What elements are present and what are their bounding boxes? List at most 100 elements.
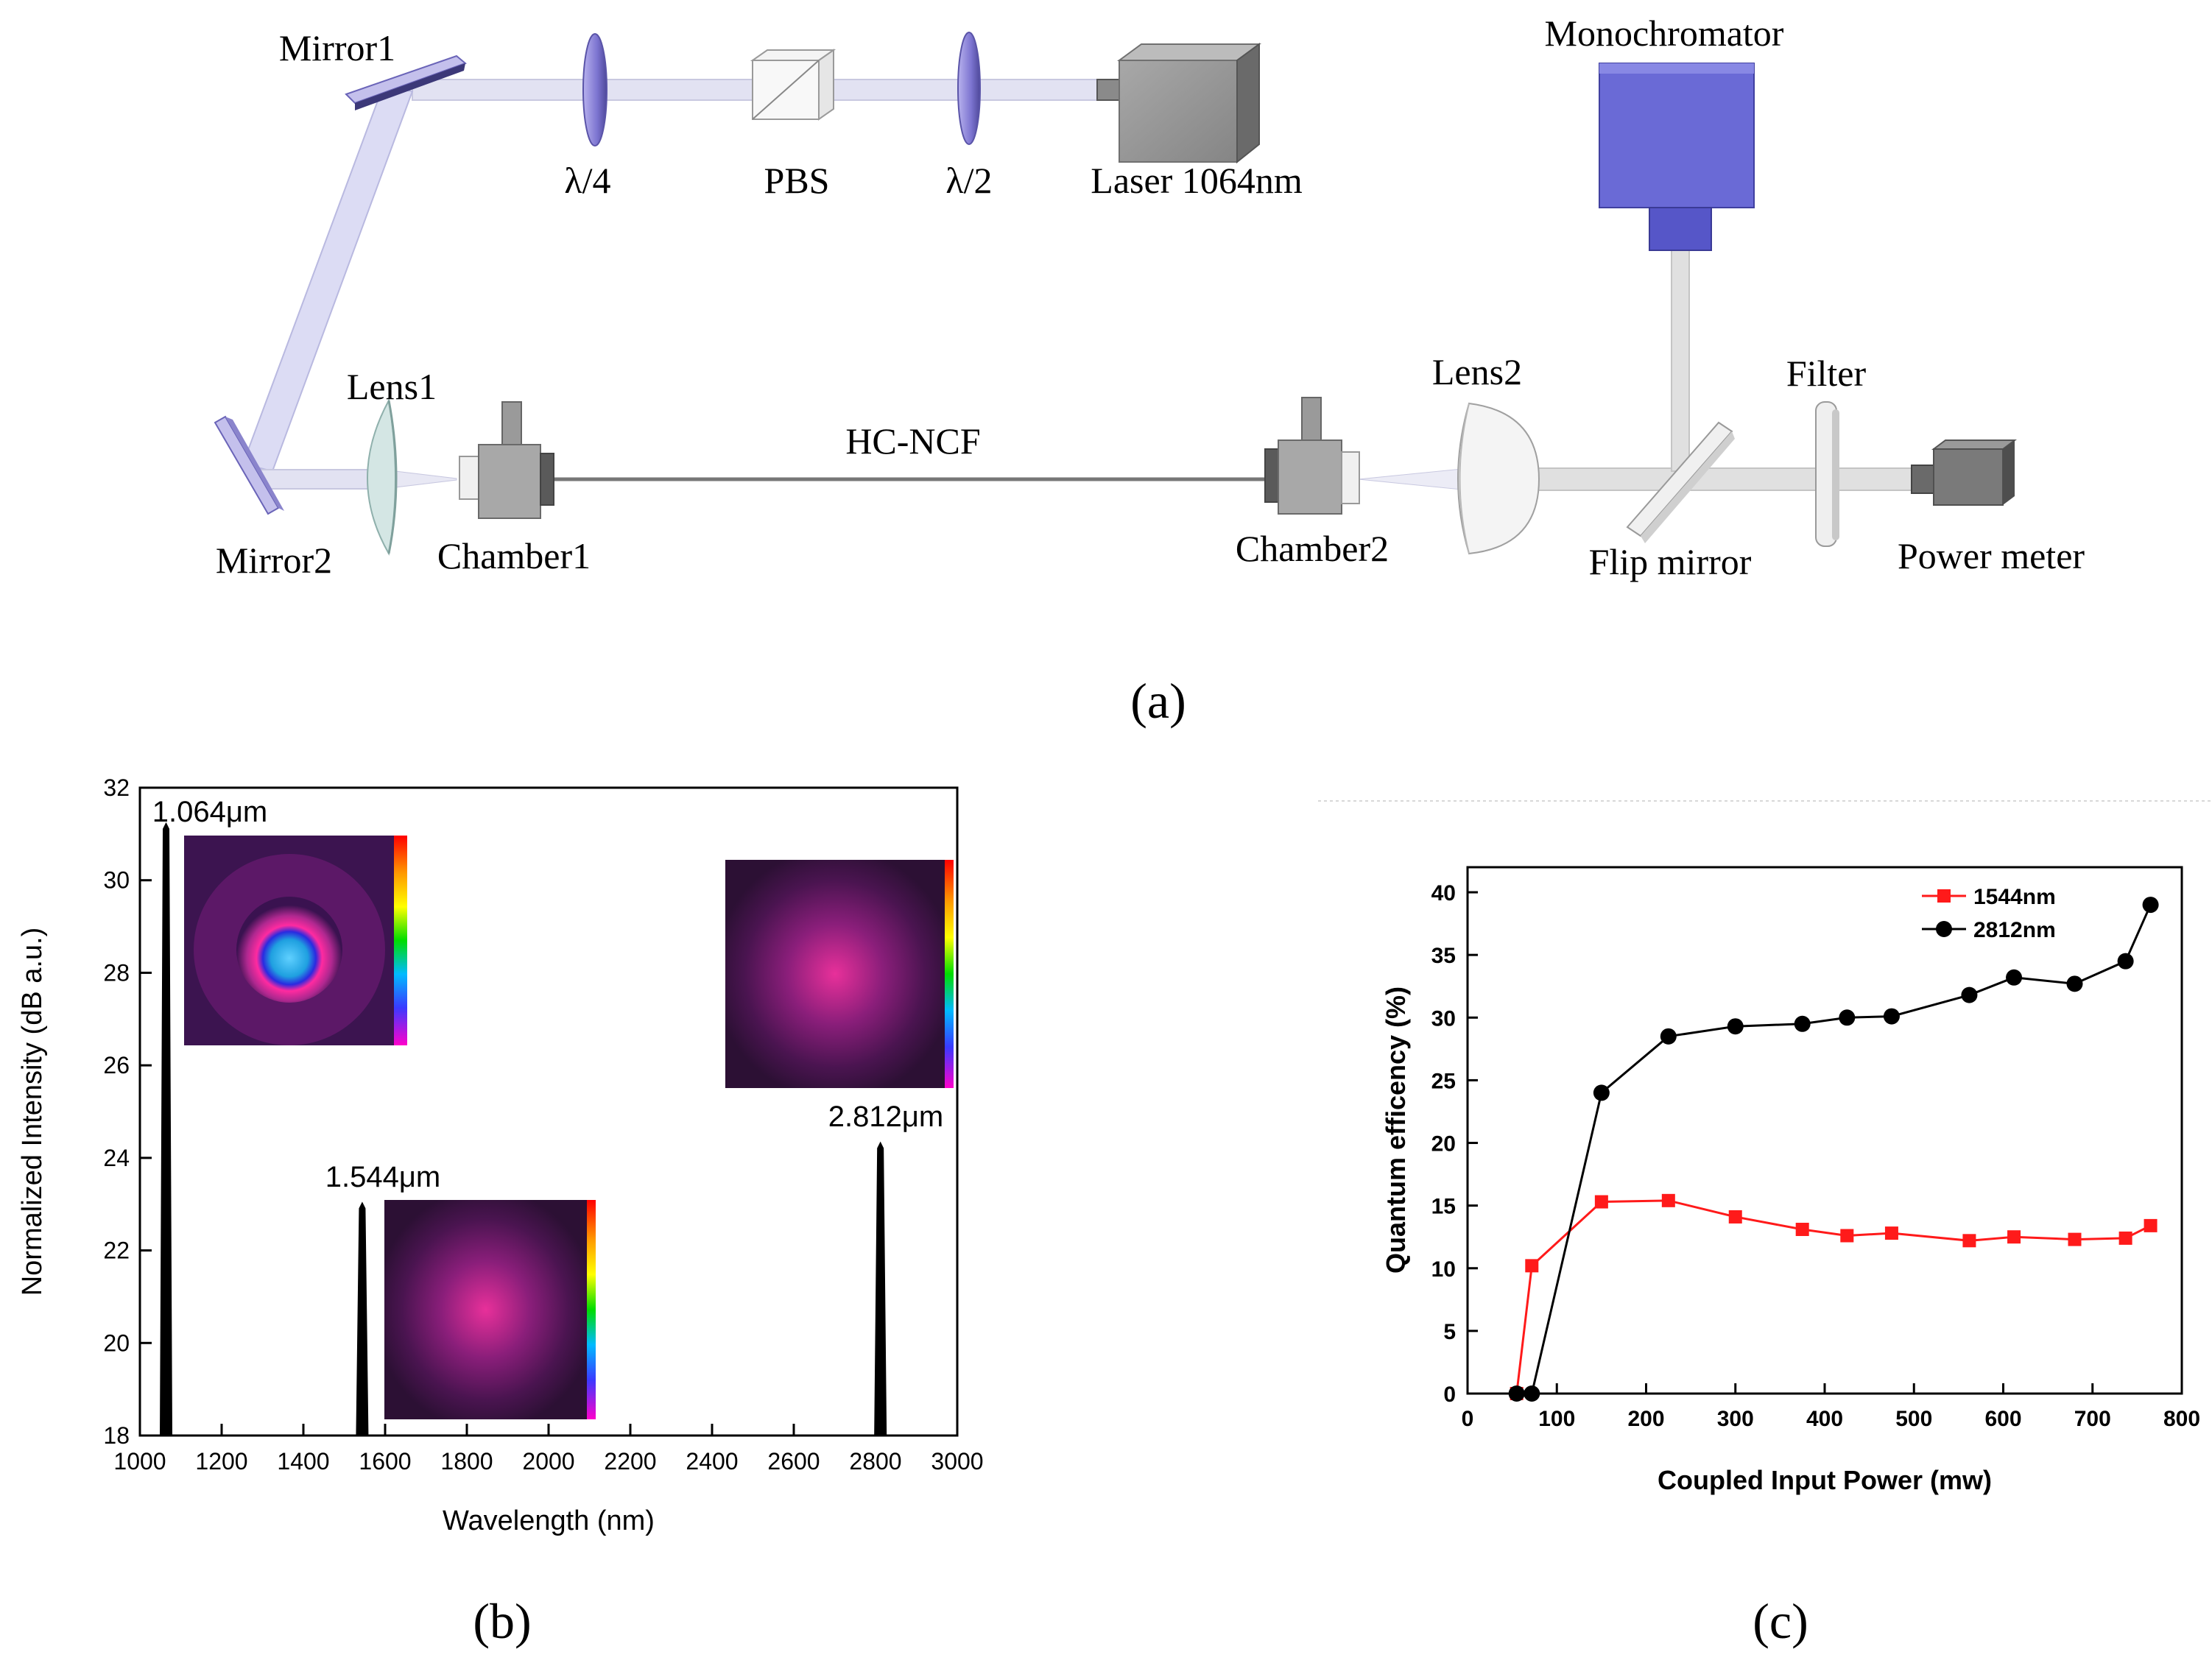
monochromator-device <box>1599 63 1755 251</box>
label-chamber2: Chamber2 <box>1236 528 1389 569</box>
c-point-1544nm <box>1840 1229 1854 1243</box>
c-xtick-label: 800 <box>2163 1407 2200 1431</box>
b-ytick-label: 28 <box>103 959 130 986</box>
c-ytick-label: 25 <box>1431 1069 1456 1093</box>
c-point-1544nm <box>1962 1234 1976 1248</box>
quarter-wave-plate <box>582 33 607 146</box>
b-ytick-label: 18 <box>103 1422 130 1449</box>
chart-c-series <box>1508 897 2159 1402</box>
label-hc-ncf: HC-NCF <box>845 420 980 462</box>
caption-a: (a) <box>1130 673 1186 729</box>
c-point-2812nm <box>2142 897 2159 914</box>
label-mirror1: Mirror1 <box>279 27 395 68</box>
peak-label-1064: 1.064μm <box>152 796 267 828</box>
label-half-wave: λ/2 <box>945 160 992 201</box>
legend-label-2812: 2812nm <box>1973 918 2056 942</box>
b-ytick-label: 26 <box>103 1052 130 1078</box>
b-xtick-label: 1400 <box>277 1448 329 1475</box>
label-monochromator: Monochromator <box>1545 13 1784 54</box>
c-xtick-label: 400 <box>1806 1407 1843 1431</box>
c-point-1544nm <box>2144 1218 2158 1232</box>
c-point-1544nm <box>2118 1231 2132 1245</box>
beam-mirror2-lens1 <box>253 469 384 490</box>
filter <box>1815 401 1839 547</box>
c-point-1544nm <box>1795 1222 1809 1236</box>
b-ytick-label: 24 <box>103 1145 130 1171</box>
b-ytick-label: 32 <box>103 774 130 801</box>
mirror1 <box>345 54 467 110</box>
c-xtick-label: 500 <box>1895 1407 1932 1431</box>
mode-image-1064 <box>184 836 407 1045</box>
chart-b-peaks <box>160 822 887 1437</box>
c-point-2812nm <box>1660 1028 1677 1045</box>
c-point-2812nm <box>1794 1015 1811 1032</box>
caption-c: (c) <box>1753 1593 1808 1649</box>
label-chamber1: Chamber1 <box>437 535 591 576</box>
c-point-2812nm <box>1883 1008 1900 1025</box>
c-point-1544nm <box>1884 1226 1898 1240</box>
label-lens2: Lens2 <box>1432 351 1522 392</box>
caption-b: (b) <box>473 1593 531 1649</box>
laser-1064nm-source <box>1096 43 1262 164</box>
c-xtick-label: 100 <box>1538 1407 1575 1431</box>
chart-c-legend: 1544nm 2812nm <box>1922 885 2056 942</box>
label-lens1: Lens1 <box>347 366 437 407</box>
power-meter <box>1911 439 2017 506</box>
c-ytick-label: 40 <box>1431 881 1456 905</box>
c-ytick-label: 15 <box>1431 1195 1456 1219</box>
label-quarter-wave: λ/4 <box>564 160 610 201</box>
b-peak-mark <box>356 1201 369 1437</box>
b-ytick-label: 22 <box>103 1237 130 1264</box>
c-point-1544nm <box>2007 1230 2021 1244</box>
lens1 <box>367 398 398 556</box>
chamber1 <box>459 401 554 519</box>
b-peak-mark <box>160 822 173 1437</box>
b-xtick-label: 2800 <box>849 1448 901 1475</box>
c-xtick-label: 200 <box>1627 1407 1664 1431</box>
label-flip-mirror: Flip mirror <box>1589 541 1752 582</box>
beam-focus-2 <box>1358 467 1470 491</box>
c-xtick-label: 0 <box>1462 1407 1474 1431</box>
c-point-1544nm <box>1728 1210 1742 1224</box>
c-series-line <box>1515 1199 2152 1394</box>
c-ytick-label: 10 <box>1431 1257 1456 1282</box>
chart-b-xlabel: Wavelength (nm) <box>443 1505 655 1536</box>
chart-b-ylabel: Normalized Intensity (dB a.u.) <box>17 928 48 1296</box>
legend-marker-1544 <box>1937 889 1951 903</box>
c-ytick-label: 5 <box>1443 1320 1456 1344</box>
half-wave-plate <box>957 32 981 145</box>
c-point-2812nm <box>1839 1009 1856 1026</box>
c-xtick-label: 600 <box>1984 1407 2021 1431</box>
chart-c-frame <box>1466 866 2183 1395</box>
panel-a-setup-diagram: Mirror1 λ/4 PBS λ/2 Laser 1064nm Monochr… <box>214 13 2085 729</box>
panel-b-spectrum-chart: 1000 1200 1400 1600 1800 2000 2200 2400 2600 2800… <box>17 774 984 1649</box>
pbs-cube <box>750 49 836 121</box>
c-xtick-label: 300 <box>1717 1407 1754 1431</box>
flip-mirror <box>1626 421 1735 543</box>
label-filter: Filter <box>1786 353 1867 394</box>
c-point-2812nm <box>1593 1084 1610 1101</box>
b-xtick-label: 2000 <box>522 1448 574 1475</box>
chart-c-xlabel: Coupled Input Power (mw) <box>1658 1465 1992 1495</box>
chart-c-ylabel: Quantum efficency (%) <box>1381 986 1411 1274</box>
c-xtick-label: 700 <box>2074 1407 2111 1431</box>
label-power-meter: Power meter <box>1898 535 2085 576</box>
mode-image-1544 <box>384 1200 596 1419</box>
c-point-1544nm <box>2068 1232 2082 1246</box>
peak-label-1544: 1.544μm <box>325 1161 440 1193</box>
b-peak-mark <box>874 1141 887 1437</box>
b-xtick-label: 3000 <box>931 1448 983 1475</box>
chart-c-ticks: 0 100 200 300 400 500 600 700 800 0 5 10 15 20 25 30 35 4… <box>1431 881 2200 1431</box>
chamber2 <box>1264 397 1360 515</box>
b-xtick-label: 1200 <box>195 1448 247 1475</box>
panel-c-efficiency-chart: 0 100 200 300 400 500 600 700 800 0 5 10 15 20 25 30 35 4… <box>1318 800 2212 1649</box>
label-laser: Laser 1064nm <box>1091 160 1303 201</box>
peak-label-2812: 2.812μm <box>828 1101 943 1133</box>
c-point-1544nm <box>1594 1195 1608 1209</box>
c-series-line <box>1516 904 2152 1395</box>
mirror2 <box>214 415 284 515</box>
b-xtick-label: 2400 <box>686 1448 738 1475</box>
b-xtick-label: 1800 <box>440 1448 493 1475</box>
label-mirror2: Mirror2 <box>216 540 332 581</box>
